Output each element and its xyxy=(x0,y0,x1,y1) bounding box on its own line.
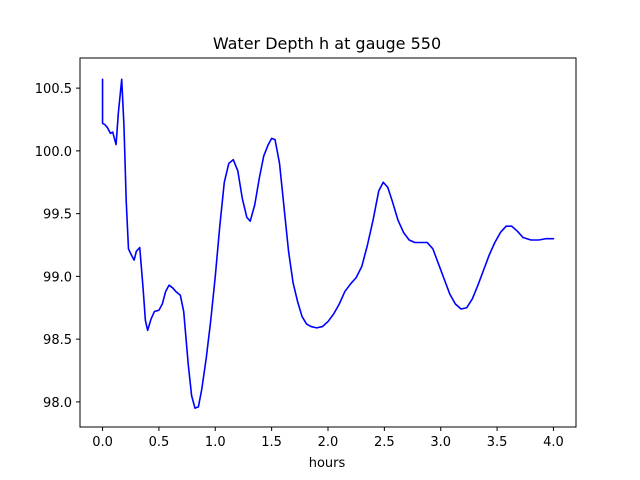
x-tick-label: 0.5 xyxy=(149,435,170,450)
y-tick-label: 99.5 xyxy=(43,208,72,223)
axes xyxy=(79,57,577,428)
x-tick-label: 1.0 xyxy=(205,435,226,450)
series-group xyxy=(101,78,555,409)
x-tick-label: 3.5 xyxy=(487,435,508,450)
y-tick-label: 98.0 xyxy=(43,396,72,411)
x-tick-label: 4.0 xyxy=(543,435,564,450)
y-tick-label: 100.5 xyxy=(35,82,72,97)
plot-frame xyxy=(79,57,577,428)
series-line-0 xyxy=(101,78,555,409)
x-tick-label: 1.5 xyxy=(261,435,282,450)
y-tick-label: 98.5 xyxy=(43,333,72,348)
y-tick-label: 100.0 xyxy=(35,145,72,160)
x-axis-label: hours xyxy=(309,456,346,471)
y-tick-label: 99.0 xyxy=(43,270,72,285)
x-tick-label: 3.0 xyxy=(430,435,451,450)
chart-title: Water Depth h at gauge 550 xyxy=(213,34,441,53)
x-tick-label: 2.5 xyxy=(374,435,395,450)
y-axis-ticks: 98.0 98.5 99.0 99.5 100.0 100.5 xyxy=(35,82,80,411)
x-tick-label: 0.0 xyxy=(92,435,113,450)
x-axis-ticks: 0.0 0.5 1.0 1.5 2.0 2.5 3.0 3.5 4.0 xyxy=(92,427,564,450)
x-tick-label: 2.0 xyxy=(318,435,339,450)
